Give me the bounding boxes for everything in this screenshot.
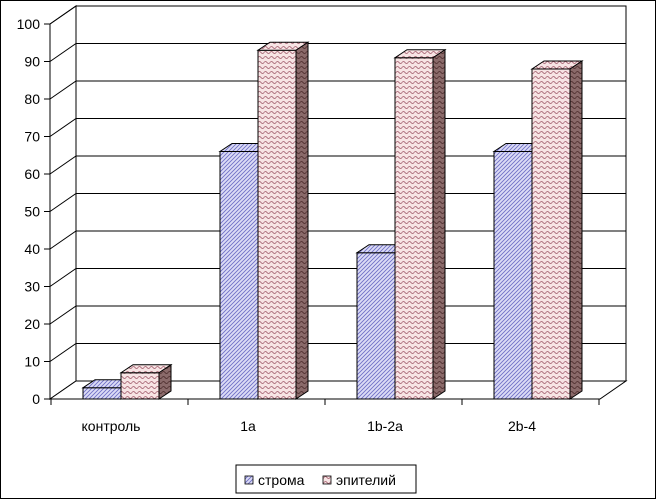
x-tick-label: 2b-4 xyxy=(508,418,536,434)
y-tick-label: 80 xyxy=(24,91,40,107)
y-tick-label: 20 xyxy=(24,316,40,332)
gridline xyxy=(49,5,626,25)
x-tick-label: 1b-2a xyxy=(367,418,403,434)
bar-front xyxy=(531,68,571,400)
gridline xyxy=(49,43,626,62)
legend-swatch-stroma xyxy=(244,475,254,485)
legend-swatch-epithelium xyxy=(322,475,332,485)
bar xyxy=(530,60,584,400)
bar-front xyxy=(82,387,122,400)
y-tick-label: 70 xyxy=(24,129,40,145)
bar xyxy=(256,41,310,400)
x-axis: контроль 1a 1b-2a 2b-4 xyxy=(50,398,600,434)
bar-side xyxy=(158,363,172,400)
legend-label-stroma: строма xyxy=(258,472,305,488)
x-tick-label: 1a xyxy=(240,418,256,434)
y-tick-label: 50 xyxy=(24,204,40,220)
y-tick-label: 0 xyxy=(32,391,40,407)
x-tick-label: контроль xyxy=(82,418,141,434)
y-tick-label: 40 xyxy=(24,241,40,257)
legend: строма эпителий xyxy=(235,464,417,494)
legend-label-epithelium: эпителий xyxy=(336,472,396,488)
bar xyxy=(119,363,173,400)
bar-side xyxy=(432,48,446,400)
y-tick-label: 60 xyxy=(24,166,40,182)
bar-side xyxy=(569,60,583,400)
y-axis: 0 10 20 30 40 50 60 70 80 90 100 xyxy=(17,16,51,407)
y-tick-label: 100 xyxy=(17,16,41,32)
bar-front xyxy=(257,49,297,400)
bar-front xyxy=(493,151,533,400)
y-tick-label: 10 xyxy=(24,354,40,370)
bar xyxy=(393,48,447,400)
bar-side xyxy=(295,41,309,400)
bar-front xyxy=(219,151,259,400)
bar-front xyxy=(394,57,434,400)
y-tick-label: 90 xyxy=(24,54,40,70)
bars xyxy=(81,41,584,400)
bar-front xyxy=(356,252,396,400)
bar-front xyxy=(120,372,160,400)
y-tick-label: 30 xyxy=(24,279,40,295)
